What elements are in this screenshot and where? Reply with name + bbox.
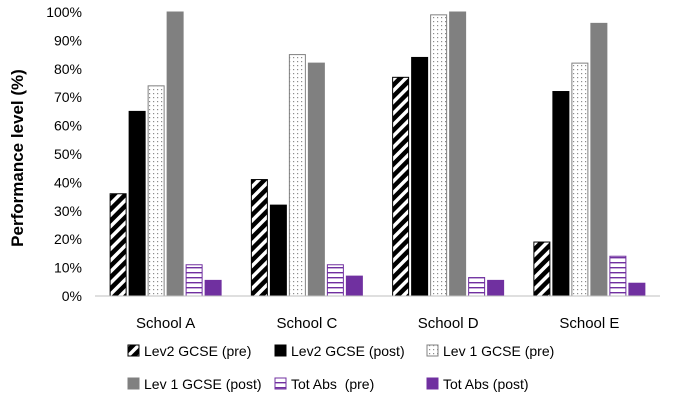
y-tick-label: 90%	[54, 32, 82, 48]
y-tick-label: 20%	[54, 231, 82, 247]
y-tick-label: 100%	[46, 4, 82, 20]
legend-label: Lev2 GCSE (post)	[291, 343, 405, 359]
bar	[326, 264, 344, 297]
bar	[628, 282, 646, 297]
bar	[288, 54, 306, 297]
bar	[487, 279, 505, 297]
bar	[533, 241, 551, 297]
legend-swatch	[127, 344, 140, 357]
bar	[166, 11, 184, 297]
legend-label: Tot Abs (post)	[443, 376, 529, 392]
y-tick-label: 50%	[54, 146, 82, 162]
legend-label: Lev2 GCSE (pre)	[144, 343, 251, 359]
bar	[128, 110, 146, 297]
bar	[571, 62, 589, 297]
bar	[147, 85, 165, 297]
bars	[109, 11, 646, 297]
bar	[250, 179, 268, 297]
legend-swatch	[274, 344, 287, 357]
legend-label: Lev 1 GCSE (pre)	[443, 343, 554, 359]
bar	[449, 11, 467, 297]
y-tick-label: 60%	[54, 118, 82, 134]
legend-swatch	[426, 377, 439, 390]
bar	[392, 76, 410, 297]
y-axis-ticks: 0% 10% 20% 30% 40% 50% 60% 70% 80% 90% 100%	[46, 4, 82, 304]
bar	[609, 255, 627, 297]
category-label: School C	[276, 315, 337, 332]
bar	[468, 277, 486, 297]
bar	[411, 56, 429, 297]
category-label: School A	[136, 315, 195, 332]
legend-label: Tot Abs (pre)	[291, 376, 374, 392]
legend-swatch	[274, 377, 287, 390]
bar	[204, 279, 222, 297]
category-label: School E	[559, 315, 619, 332]
y-tick-label: 80%	[54, 61, 82, 77]
bar	[307, 62, 325, 297]
bar	[269, 204, 287, 297]
legend: Lev2 GCSE (pre) Lev2 GCSE (post) Lev 1 GCS…	[127, 343, 554, 392]
bar	[345, 275, 363, 297]
bar	[430, 14, 448, 297]
category-labels: School A School C School D School E	[136, 315, 619, 332]
y-tick-label: 30%	[54, 203, 82, 219]
category-label: School D	[418, 315, 479, 332]
y-tick-label: 0%	[62, 288, 82, 304]
y-tick-label: 10%	[54, 260, 82, 276]
y-axis-title: Performance level (%)	[8, 69, 27, 247]
y-tick-label: 40%	[54, 174, 82, 190]
legend-swatch	[426, 344, 439, 357]
bar	[552, 91, 570, 297]
bar	[109, 193, 127, 297]
legend-label: Lev 1 GCSE (post)	[144, 376, 262, 392]
bar	[590, 22, 608, 297]
legend-swatch	[127, 377, 140, 390]
bar	[185, 264, 203, 297]
y-tick-label: 70%	[54, 89, 82, 105]
